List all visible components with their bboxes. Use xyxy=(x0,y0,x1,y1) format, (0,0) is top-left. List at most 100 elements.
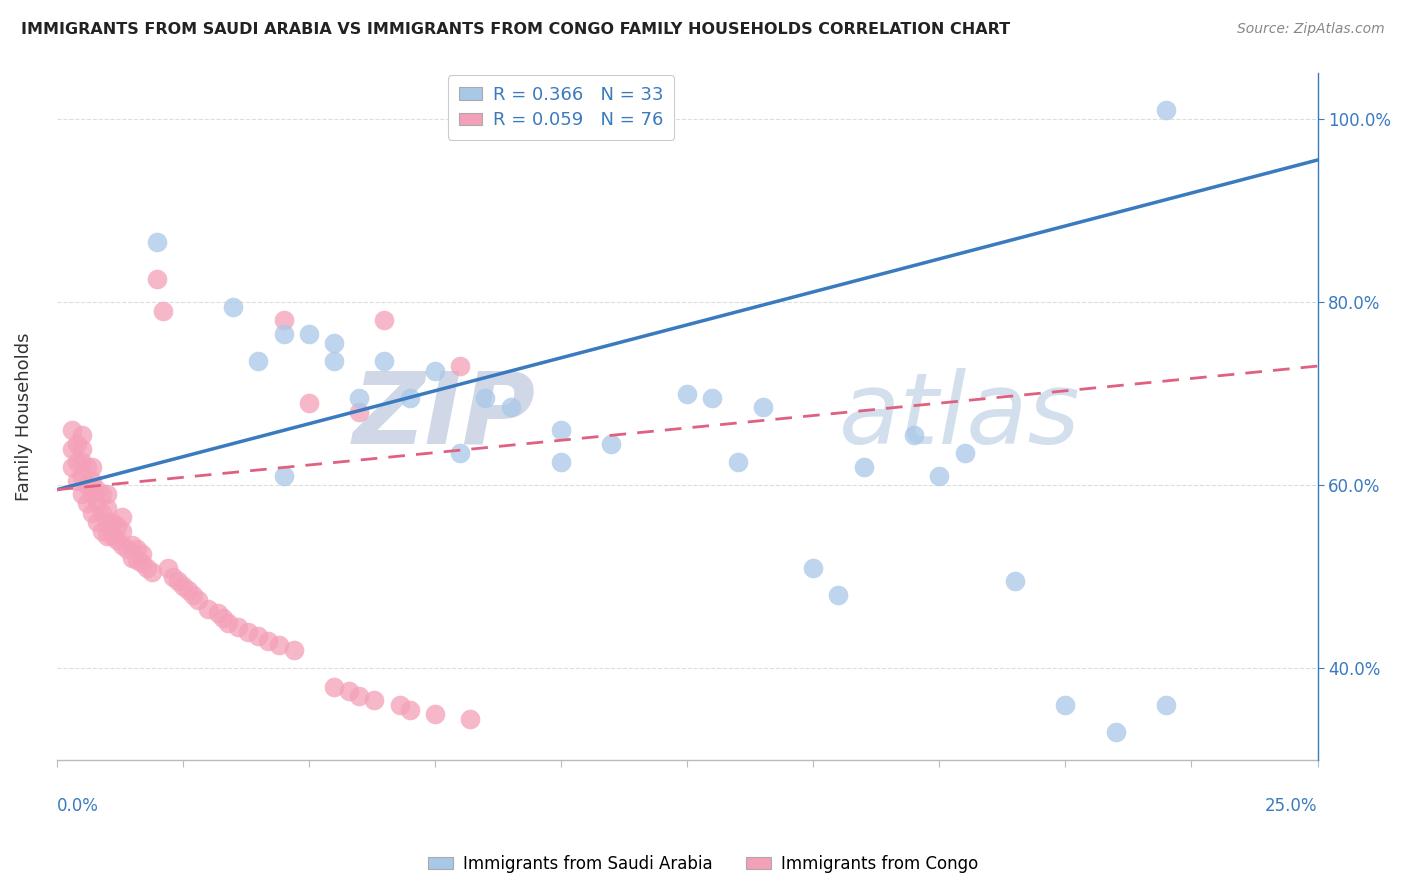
Point xyxy=(86,496,108,510)
Point xyxy=(247,354,270,368)
Point xyxy=(172,579,194,593)
Point xyxy=(222,300,245,314)
Point xyxy=(96,487,118,501)
Point xyxy=(127,553,149,567)
Point xyxy=(449,446,471,460)
Point xyxy=(852,459,875,474)
Point xyxy=(156,560,179,574)
Point xyxy=(323,354,346,368)
Text: Source: ZipAtlas.com: Source: ZipAtlas.com xyxy=(1237,22,1385,37)
Point xyxy=(70,469,93,483)
Point xyxy=(550,455,572,469)
Point xyxy=(283,643,305,657)
Legend: R = 0.366   N = 33, R = 0.059   N = 76: R = 0.366 N = 33, R = 0.059 N = 76 xyxy=(447,75,675,140)
Point xyxy=(146,272,169,286)
Point xyxy=(91,524,114,538)
Point xyxy=(70,455,93,469)
Point xyxy=(257,633,280,648)
Point xyxy=(349,689,371,703)
Point xyxy=(499,401,522,415)
Point xyxy=(96,501,118,516)
Point xyxy=(66,437,89,451)
Point xyxy=(1154,103,1177,117)
Point xyxy=(449,359,471,373)
Point xyxy=(86,515,108,529)
Point xyxy=(1105,725,1128,739)
Point xyxy=(70,487,93,501)
Point xyxy=(70,442,93,456)
Point xyxy=(474,391,496,405)
Point xyxy=(423,707,446,722)
Point xyxy=(267,639,290,653)
Text: IMMIGRANTS FROM SAUDI ARABIA VS IMMIGRANTS FROM CONGO FAMILY HOUSEHOLDS CORRELAT: IMMIGRANTS FROM SAUDI ARABIA VS IMMIGRAN… xyxy=(21,22,1011,37)
Point xyxy=(207,607,229,621)
Point xyxy=(76,459,98,474)
Point xyxy=(197,602,219,616)
Point xyxy=(70,427,93,442)
Point xyxy=(702,391,724,405)
Point xyxy=(1154,698,1177,712)
Point xyxy=(676,386,699,401)
Point xyxy=(1004,574,1026,589)
Point xyxy=(181,588,204,602)
Point xyxy=(273,313,295,327)
Point xyxy=(226,620,249,634)
Point xyxy=(953,446,976,460)
Point xyxy=(212,611,235,625)
Point xyxy=(60,423,83,437)
Point xyxy=(247,629,270,643)
Point xyxy=(111,538,134,552)
Point xyxy=(66,455,89,469)
Point xyxy=(80,487,103,501)
Point xyxy=(187,592,209,607)
Point xyxy=(111,524,134,538)
Point xyxy=(550,423,572,437)
Point xyxy=(101,515,124,529)
Point xyxy=(458,712,481,726)
Point xyxy=(388,698,411,712)
Point xyxy=(105,519,128,533)
Point xyxy=(238,624,260,639)
Point xyxy=(121,551,143,566)
Point xyxy=(337,684,360,698)
Point xyxy=(217,615,239,630)
Point xyxy=(111,510,134,524)
Point xyxy=(600,437,623,451)
Text: 0.0%: 0.0% xyxy=(56,797,98,814)
Point xyxy=(86,483,108,497)
Point xyxy=(80,474,103,488)
Point xyxy=(76,478,98,492)
Point xyxy=(827,588,849,602)
Point xyxy=(115,542,138,557)
Point xyxy=(91,506,114,520)
Point xyxy=(727,455,749,469)
Point xyxy=(96,515,118,529)
Point xyxy=(1054,698,1077,712)
Point xyxy=(60,459,83,474)
Point xyxy=(101,528,124,542)
Text: atlas: atlas xyxy=(838,368,1080,465)
Point xyxy=(152,304,174,318)
Point xyxy=(141,565,163,579)
Point xyxy=(76,496,98,510)
Point xyxy=(928,469,950,483)
Point xyxy=(373,313,395,327)
Point xyxy=(146,235,169,250)
Point xyxy=(80,506,103,520)
Point xyxy=(423,364,446,378)
Point xyxy=(323,336,346,351)
Point xyxy=(131,556,153,570)
Point xyxy=(298,326,321,341)
Point xyxy=(66,474,89,488)
Point xyxy=(127,542,149,557)
Text: 25.0%: 25.0% xyxy=(1265,797,1317,814)
Point xyxy=(801,560,824,574)
Point xyxy=(96,528,118,542)
Point xyxy=(105,533,128,547)
Point xyxy=(273,469,295,483)
Point xyxy=(363,693,385,707)
Point xyxy=(349,405,371,419)
Y-axis label: Family Households: Family Households xyxy=(15,332,32,500)
Point xyxy=(131,547,153,561)
Point xyxy=(162,570,184,584)
